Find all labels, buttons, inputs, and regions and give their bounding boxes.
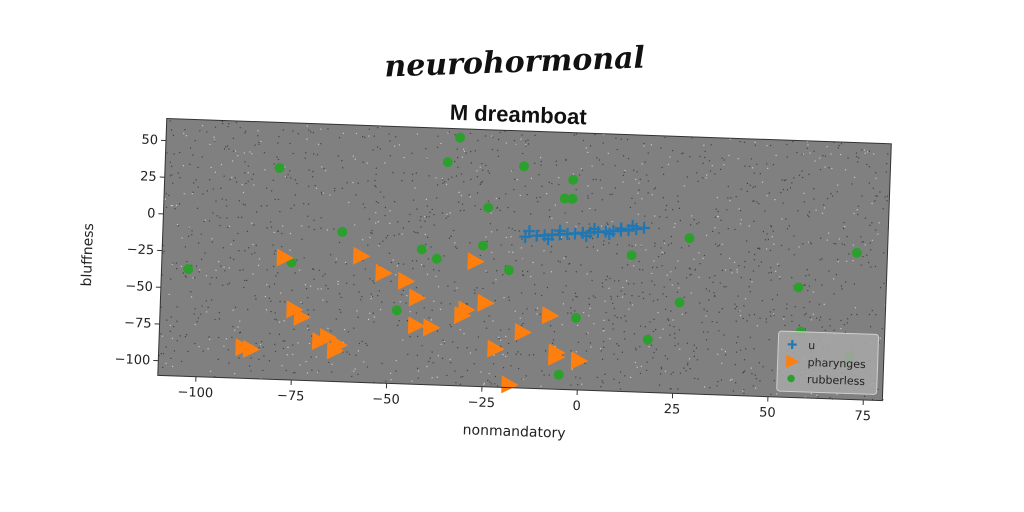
chart-suptitle: neurohormonal [384, 40, 646, 84]
point-rubberless-6 [431, 253, 442, 264]
plot-background [157, 118, 892, 401]
point-rubberless-11 [503, 265, 514, 276]
legend-marker-rubberless [787, 374, 795, 383]
point-rubberless-12 [518, 161, 529, 172]
point-rubberless-10 [478, 240, 489, 251]
plot-area: −100 −75 −50 −25 0 25 50 75 50 25 0 −25 −50 −75 −100 u… [114, 117, 892, 425]
point-pharynges-11 [397, 271, 416, 290]
y-tick-label-50: 50 [141, 133, 158, 149]
x-axis-label: nonmandatory [462, 422, 565, 442]
legend[interactable]: u pharynges rubberless [776, 330, 880, 395]
point-rubberless-22 [793, 282, 804, 293]
point-rubberless-1 [274, 163, 285, 174]
point-u-21 [542, 233, 555, 246]
legend-label-rubberless: rubberless [807, 373, 866, 388]
point-pharynges-6 [319, 327, 338, 346]
x-tick-label--75: −75 [277, 389, 305, 405]
point-u-17 [553, 224, 566, 237]
point-pharynges-17 [467, 252, 485, 271]
y-tick-label-25: 25 [140, 169, 157, 185]
axes: −100 −75 −50 −25 0 25 50 75 50 25 0 −25 −50 −75 −100 [114, 117, 892, 425]
y-tick-label--25: −25 [126, 242, 154, 258]
point-rubberless-24 [851, 247, 862, 258]
point-rubberless-14 [567, 193, 578, 204]
point-rubberless-20 [674, 297, 685, 308]
data-marks [183, 132, 862, 394]
legend-marker-u [787, 339, 797, 350]
legend-label-u: u [808, 339, 815, 352]
point-pharynges-24 [548, 347, 566, 366]
x-tick-label--25: −25 [467, 395, 495, 411]
point-pharynges-12 [408, 288, 427, 307]
point-u-18 [588, 222, 601, 235]
point-rubberless-21 [684, 233, 695, 244]
point-pharynges-16 [458, 300, 476, 319]
y-tick-label-0: 0 [147, 206, 156, 221]
y-tick-label--100: −100 [114, 352, 150, 368]
point-u-22 [580, 229, 593, 243]
point-pharynges-10 [375, 263, 393, 282]
point-pharynges-1 [242, 339, 261, 358]
chart-title: M dreamboat [449, 100, 587, 130]
point-rubberless-18 [626, 250, 637, 261]
point-rubberless-5 [416, 244, 427, 255]
point-pharynges-19 [487, 339, 505, 358]
point-pharynges-20 [501, 375, 519, 394]
point-rubberless-19 [642, 334, 653, 345]
x-tick-label-0: 0 [572, 399, 581, 414]
point-rubberless-4 [391, 305, 402, 316]
x-tick-label--100: −100 [177, 385, 213, 401]
x-tick-label-25: 25 [663, 402, 680, 418]
point-pharynges-4 [293, 307, 311, 326]
point-rubberless-7 [442, 157, 453, 168]
point-pharynges-21 [514, 322, 532, 341]
point-u-16 [523, 225, 536, 238]
point-rubberless-17 [570, 312, 581, 323]
point-pharynges-8 [330, 335, 349, 354]
legend-marker-pharynges [786, 354, 800, 369]
x-tick-label--50: −50 [372, 392, 400, 408]
point-rubberless-0 [183, 264, 194, 275]
point-rubberless-3 [337, 226, 348, 237]
legend-label-pharynges: pharynges [807, 356, 866, 371]
point-rubberless-13 [559, 193, 570, 204]
plot-frame [157, 117, 892, 402]
point-rubberless-9 [483, 202, 494, 213]
x-tick-label-75: 75 [854, 409, 871, 425]
x-tick-label-50: 50 [759, 405, 776, 421]
point-u-20 [626, 219, 639, 232]
point-pharynges-13 [407, 316, 426, 335]
point-pharynges-14 [423, 318, 441, 337]
point-u-19 [615, 222, 628, 235]
point-pharynges-9 [352, 246, 371, 265]
point-u-15 [637, 221, 651, 234]
y-axis-label: bluffness [79, 223, 97, 287]
point-rubberless-15 [568, 174, 579, 185]
point-rubberless-8 [455, 132, 466, 143]
point-pharynges-18 [477, 293, 495, 312]
point-u-23 [603, 227, 616, 240]
y-tick-label--50: −50 [125, 279, 153, 295]
point-pharynges-22 [541, 306, 560, 325]
point-rubberless-16 [553, 369, 564, 380]
point-pharynges-2 [276, 248, 294, 267]
y-tick-label--75: −75 [124, 316, 152, 332]
point-pharynges-25 [570, 351, 589, 370]
legend-box [776, 330, 880, 395]
